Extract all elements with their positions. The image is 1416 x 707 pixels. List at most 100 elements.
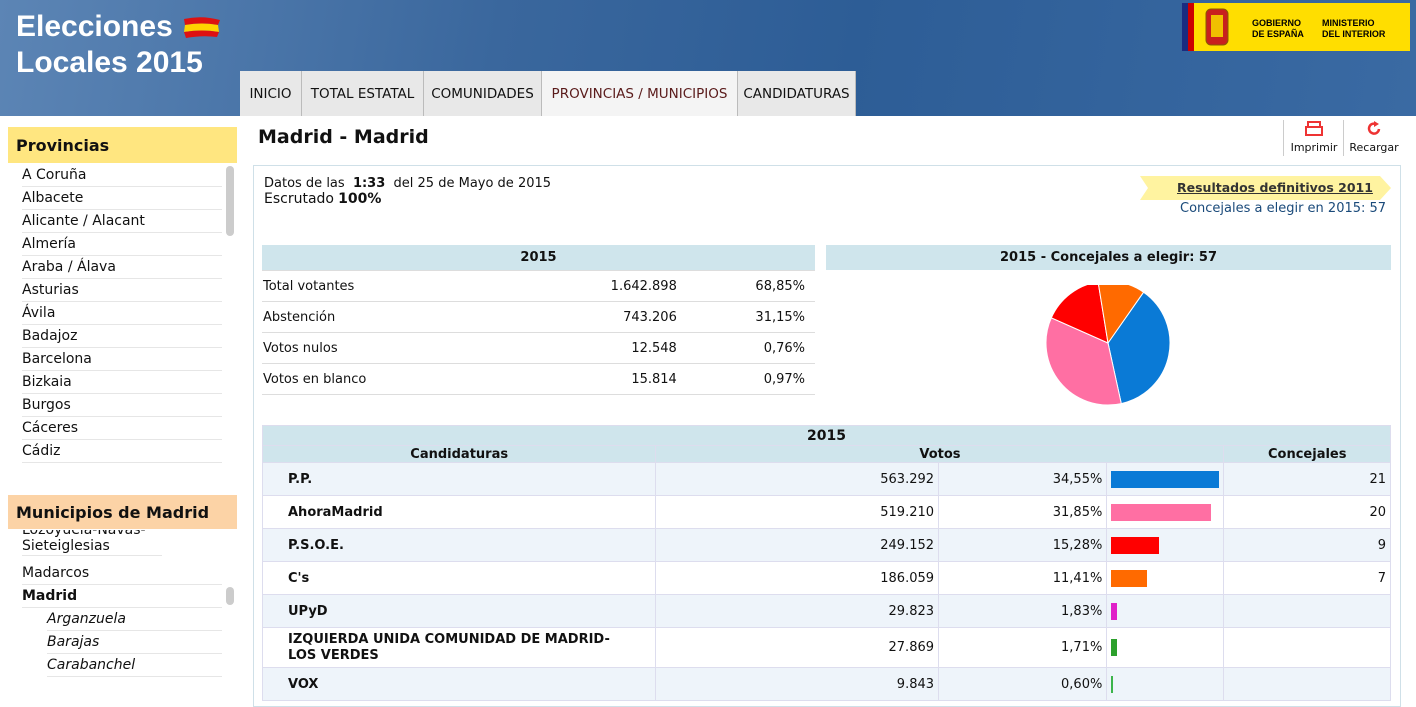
district-item[interactable]: Barajas (47, 631, 222, 654)
nav-tab[interactable]: COMUNIDADES (424, 71, 542, 116)
party-row: P.P. 563.292 34,55% 21 (261, 462, 1391, 496)
provincia-item[interactable]: Ávila (22, 302, 222, 325)
party-row: P.S.O.E. 249.152 15,28% 9 (261, 528, 1391, 562)
provincia-item[interactable]: Badajoz (22, 325, 222, 348)
summary-cell: 0,76% (686, 332, 815, 364)
provincia-item[interactable]: Albacete (22, 187, 222, 210)
results-header-row: 2015 (262, 425, 1391, 446)
summary-row: Votos nulos 12.548 0,76% (262, 332, 815, 364)
party-concejales: 21 (1223, 462, 1391, 496)
scrollbar (226, 587, 234, 605)
gov-logo: GOBIERNO DE ESPAÑA MINISTERIO DEL INTERIOR (1182, 3, 1410, 51)
party-votes: 519.210 (655, 495, 940, 529)
summary-cell: 1.642.898 (523, 270, 687, 302)
info-text: Escrutado (264, 191, 334, 207)
district-item[interactable]: Centro (47, 677, 222, 680)
pie-chart (1045, 285, 1171, 405)
page-title: Madrid - Madrid (258, 126, 429, 148)
bar-cell (1106, 561, 1225, 595)
municipios-title: Municipios de Madrid (8, 495, 237, 529)
provincia-item[interactable]: Alicante / Alacant (22, 210, 222, 233)
summary-cell: Votos en blanco (262, 363, 523, 395)
bar-cell (1106, 627, 1225, 668)
provincia-item[interactable]: Asturias (22, 279, 222, 302)
party-name: P.S.O.E. (261, 528, 657, 562)
gov-line: DE ESPAÑA (1252, 29, 1304, 39)
summary-cell: 743.206 (523, 301, 687, 333)
party-votes: 249.152 (655, 528, 940, 562)
provincia-item[interactable]: Barcelona (22, 348, 222, 371)
link-2011[interactable]: Resultados definitivos 2011 (1177, 180, 1373, 195)
party-bar (1111, 503, 1212, 521)
pie-slice (1107, 291, 1171, 405)
party-votes: 186.059 (655, 561, 940, 595)
nav-tab[interactable]: PROVINCIAS / MUNICIPIOS (542, 71, 738, 116)
summary-cell: 68,85% (686, 270, 815, 302)
district-item[interactable]: Arganzuela (47, 608, 222, 631)
provincia-item[interactable]: Almería (22, 233, 222, 256)
pie-slice (1045, 317, 1122, 405)
summary-cell: Abstención (262, 301, 523, 333)
results-header: 2015 (262, 425, 1391, 446)
provincia-item[interactable]: A Coruña (22, 164, 222, 187)
summary-header: 2015 (262, 245, 815, 271)
print-button[interactable]: Imprimir (1283, 120, 1344, 156)
info-time: 1:33 (352, 176, 386, 191)
nav-tab[interactable]: INICIO (240, 71, 302, 116)
party-name: UPyD (261, 594, 657, 628)
nav-tab[interactable]: TOTAL ESTATAL (302, 71, 424, 116)
results-table: 2015 Candidaturas Votos Concejales P.P. 563.2… (261, 425, 1391, 701)
party-concejales: 9 (1223, 528, 1391, 562)
concejales-info: Concejales a elegir en 2015: 57 (1180, 201, 1387, 216)
pie-slice (1098, 285, 1145, 345)
provincia-item[interactable]: Burgos (22, 394, 222, 417)
summary-row: Abstención 743.206 31,15% (262, 301, 815, 333)
column-header: Votos (655, 445, 1225, 463)
party-votes: 9.843 (655, 667, 940, 701)
municipio-item[interactable]: Lozoyuela-Navas-Sieteiglesias (22, 530, 162, 556)
party-concejales: 20 (1223, 495, 1391, 529)
party-pct: 1,83% (938, 594, 1108, 628)
summary-cell: Total votantes (262, 270, 523, 302)
party-name: VOX (261, 667, 657, 701)
party-bar (1111, 675, 1114, 693)
party-bar (1111, 569, 1148, 587)
party-pct: 31,85% (938, 495, 1108, 529)
party-concejales (1223, 667, 1391, 701)
party-votes: 563.292 (655, 462, 940, 496)
columns-row: Candidaturas Votos Concejales (261, 445, 1391, 463)
district-item[interactable]: Carabanchel (47, 654, 222, 677)
provincia-item[interactable]: Cáceres (22, 417, 222, 440)
column-header: Candidaturas (261, 445, 657, 463)
provincia-item[interactable]: Bizkaia (22, 371, 222, 394)
pie-title: 2015 - Concejales a elegir: 57 (826, 245, 1391, 270)
summary-header-row: 2015 (262, 245, 815, 271)
reload-icon (1367, 121, 1381, 135)
party-bar (1111, 602, 1118, 620)
party-votes: 29.823 (655, 594, 940, 628)
reload-button[interactable]: Recargar (1343, 120, 1404, 156)
party-row: C's 186.059 11,41% 7 (261, 561, 1391, 595)
min-line: DEL INTERIOR (1322, 29, 1386, 39)
provincia-item[interactable]: Araba / Álava (22, 256, 222, 279)
party-row: AhoraMadrid 519.210 31,85% 20 (261, 495, 1391, 529)
party-concejales (1223, 627, 1391, 668)
party-pct: 1,71% (938, 627, 1108, 668)
party-name: AhoraMadrid (261, 495, 657, 529)
municipio-item[interactable]: Madarcos (22, 562, 222, 585)
party-pct: 0,60% (938, 667, 1108, 701)
reload-label: Recargar (1349, 141, 1399, 154)
party-votes: 27.869 (655, 627, 940, 668)
provincia-item[interactable]: Cádiz (22, 440, 222, 463)
party-concejales: 7 (1223, 561, 1391, 595)
bar-cell (1106, 594, 1225, 628)
nav-tab[interactable]: CANDIDATURAS (738, 71, 856, 116)
party-pct: 11,41% (938, 561, 1108, 595)
party-pct: 15,28% (938, 528, 1108, 562)
gov-text: GOBIERNO DE ESPAÑA (1252, 18, 1304, 40)
bar-cell (1106, 495, 1225, 529)
bar-cell (1106, 528, 1225, 562)
municipio-item[interactable]: Madrid (22, 585, 222, 608)
info: Datos de las 1:33 del 25 de Mayo de 2015… (264, 176, 551, 207)
